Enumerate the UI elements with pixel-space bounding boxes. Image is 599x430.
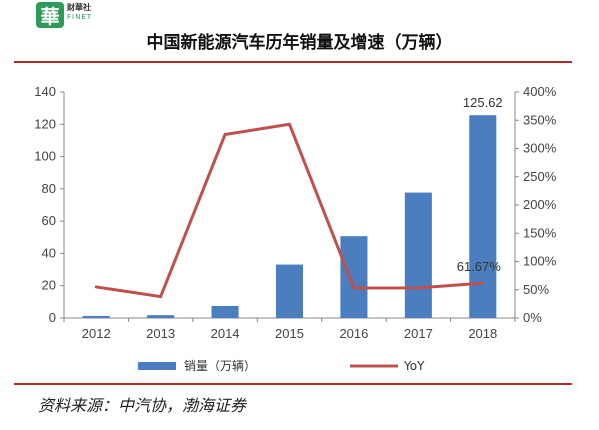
right-tick-label: 0% [523, 310, 542, 325]
logo-en: FINET [67, 13, 93, 21]
yoy-point-2013 [159, 295, 163, 299]
bar-2017 [404, 192, 432, 318]
right-tick-label: 400% [523, 84, 557, 99]
right-tick-label: 50% [523, 282, 549, 297]
right-tick-label: 200% [523, 197, 557, 212]
left-tick-label: 140 [34, 84, 56, 99]
x-tick-label: 2018 [468, 326, 497, 341]
yoy-point-2018 [481, 281, 485, 285]
right-tick-label: 100% [523, 254, 557, 269]
legend-line-label: YoY [403, 359, 425, 373]
x-tick-label: 2016 [339, 326, 368, 341]
left-tick-label: 100 [34, 149, 56, 164]
finet-logo: 華 财華社 FINET [36, 2, 92, 28]
x-tick-label: 2017 [404, 326, 433, 341]
source-note: 资料来源：中汽协，渤海证券 [38, 396, 247, 415]
right-tick-label: 350% [523, 112, 557, 127]
x-tick-label: 2013 [146, 326, 175, 341]
x-tick-label: 2015 [275, 326, 304, 341]
bar-2014 [211, 305, 239, 318]
legend-bar-label: 销量（万辆） [184, 359, 256, 373]
logo-text: 财華社 FINET [67, 2, 92, 21]
bar-data-label-2018: 125.62 [463, 95, 503, 110]
yoy-point-2012 [94, 285, 98, 289]
left-tick-label: 0 [49, 310, 56, 325]
x-tick-label: 2014 [211, 326, 240, 341]
right-tick-label: 250% [523, 169, 557, 184]
x-tick-label: 2012 [82, 326, 111, 341]
logo-mark: 華 [36, 2, 64, 28]
bar-2015 [275, 264, 304, 318]
title-rule [14, 61, 572, 63]
yoy-data-label-2018: 61.67% [457, 259, 502, 274]
bar-2018 [469, 115, 497, 318]
left-tick-label: 120 [34, 116, 56, 131]
yoy-point-2017 [416, 286, 420, 290]
right-tick-label: 300% [523, 141, 557, 156]
left-tick-label: 80 [42, 181, 56, 196]
bar-2012 [82, 315, 110, 318]
right-tick-label: 150% [523, 225, 557, 240]
left-tick-label: 40 [42, 245, 56, 260]
source-rule [14, 383, 572, 385]
yoy-point-2016 [352, 286, 356, 290]
logo-cn: 财華社 [67, 3, 91, 12]
chart-title: 中国新能源汽车历年销量及增速（万辆） [146, 33, 453, 53]
legend-bar-swatch [138, 362, 176, 370]
bar-2016 [340, 236, 368, 318]
yoy-point-2014 [223, 132, 227, 136]
left-tick-label: 20 [42, 278, 56, 293]
bar-2013 [147, 315, 175, 318]
left-tick-label: 60 [42, 213, 56, 228]
yoy-point-2015 [288, 122, 291, 126]
